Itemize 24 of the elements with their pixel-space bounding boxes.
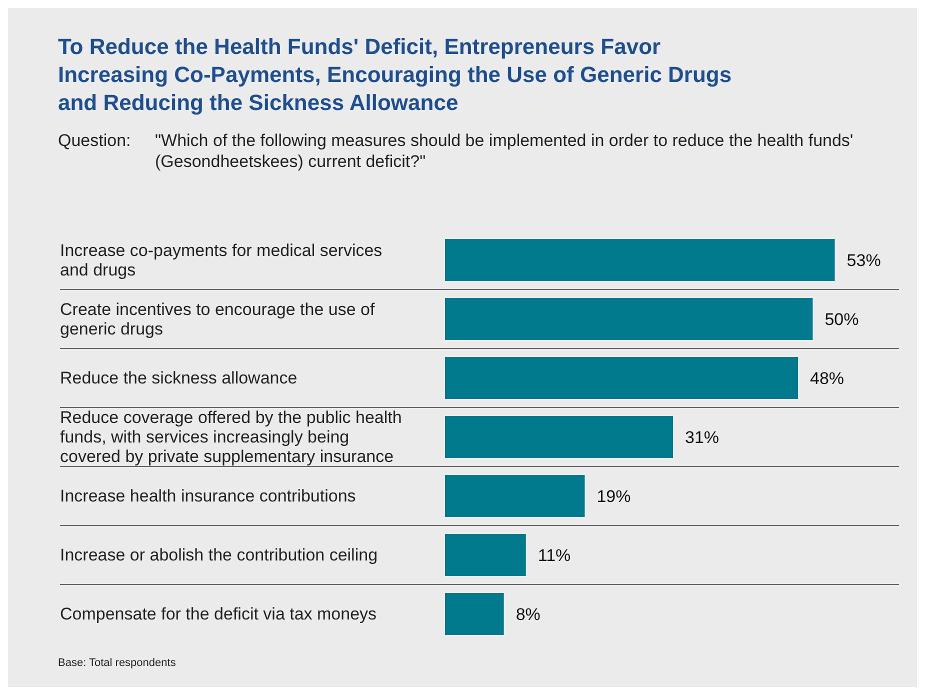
bar	[445, 239, 835, 281]
data-label: 31%	[684, 428, 720, 448]
y-tick-label: Compensate for the deficit via tax moneys	[60, 604, 377, 623]
data-label: 48%	[810, 369, 844, 388]
text: Question: "Which of the following measures should be implemented in order to reduce the health funds' (Gesondheetskees) current deficit?"	[58, 131, 854, 171]
data-label: 53%	[846, 251, 881, 270]
bar	[445, 593, 504, 635]
bar	[445, 416, 673, 458]
bar	[445, 298, 813, 340]
data-label: 11%	[538, 546, 571, 566]
y-tick-label: Increase or abolish the contribution ceiling	[60, 545, 378, 564]
y-tick-label: Reduce the sickness allowance	[60, 368, 298, 387]
y-tick-label: Create incentives to encourage the use of generic drugs	[60, 299, 375, 338]
data-label: 50%	[824, 310, 859, 330]
chart-title: To Reduce the Health Funds' Deficit, Entrepreneurs Favor Increasing Co-Payments, Encouraging the Use of Generic Drugs and Reducing the Sickness Allowance	[58, 33, 733, 117]
y-tick-label: Increase health insurance contributions	[60, 486, 356, 505]
text: Base: Total respondents	[58, 657, 176, 669]
bar	[445, 475, 585, 517]
data-label: 8%	[516, 605, 540, 624]
data-label: 19%	[596, 487, 631, 506]
y-tick-label: Reduce coverage offered by the public health funds, with services increasingly being covered by private supplementary insurance	[60, 408, 402, 466]
bar	[445, 357, 798, 399]
bar	[445, 534, 526, 576]
y-tick-label: Increase co-payments for medical services and drugs	[60, 240, 382, 279]
